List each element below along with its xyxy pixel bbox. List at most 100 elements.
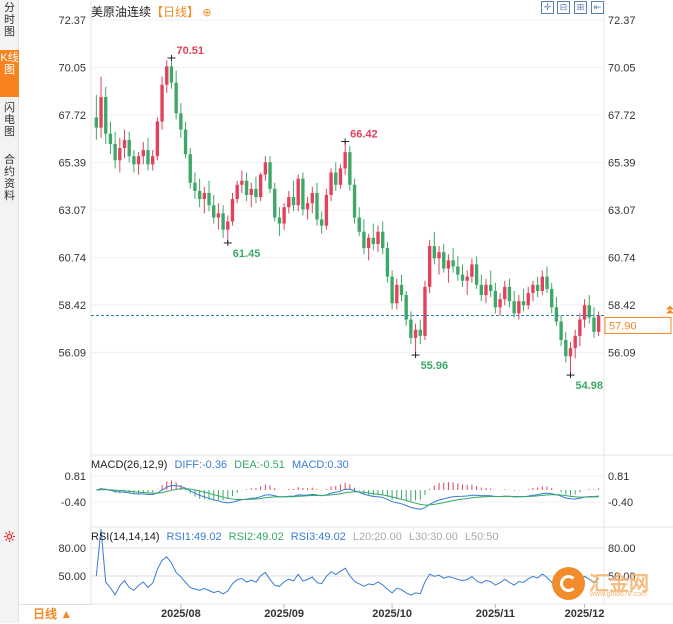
settings-gear-icon[interactable]: [4, 531, 15, 542]
candle-body: [315, 192, 319, 220]
rsi-l20: L20:20.00: [352, 531, 402, 543]
candle-body: [503, 286, 507, 300]
candle-body: [160, 84, 164, 122]
rsi-tick-left: 50.00: [58, 571, 86, 583]
price-tick-left: 63.07: [58, 205, 86, 217]
candle-body: [427, 246, 432, 287]
tab-contract-info[interactable]: 合约资料: [4, 154, 15, 202]
candle-body: [226, 221, 230, 230]
candle-body: [240, 180, 244, 185]
candle-body: [338, 168, 343, 185]
candle-body: [512, 301, 516, 314]
add-symbol-icon[interactable]: ⊕: [202, 7, 212, 19]
back-icon[interactable]: ⇤: [591, 1, 604, 14]
candle-body: [348, 152, 352, 185]
rsi-label: RSI(14,14,14): [91, 531, 160, 543]
candle-body: [568, 348, 573, 357]
candle-body: [484, 284, 488, 296]
candle-body: [258, 174, 263, 198]
candle-body: [409, 319, 413, 338]
candle-body: [488, 284, 493, 291]
rsi1-value: RSI1:49.02: [166, 531, 222, 543]
candle-body: [395, 284, 399, 304]
candle-body: [254, 188, 258, 198]
candle-body: [118, 148, 122, 161]
time-label: 2025/12: [565, 608, 605, 620]
price-tick-right: 67.72: [608, 110, 636, 122]
instrument-name: 美原油连续: [91, 5, 152, 19]
fit-screen-icon[interactable]: ✛: [541, 1, 554, 14]
candle-body: [366, 237, 371, 249]
candle-body: [230, 199, 235, 222]
candle-body: [244, 180, 249, 195]
price-tick-left: 56.09: [58, 347, 86, 359]
candle-body: [545, 276, 549, 289]
candle-body: [310, 192, 314, 204]
candle-body: [357, 217, 361, 232]
watermark-circle-icon: [552, 567, 585, 600]
candle-body: [305, 203, 310, 210]
price-arrow-icon: [666, 305, 673, 314]
candle-body: [301, 178, 305, 210]
candle-body: [479, 284, 483, 296]
price-tick-right: 60.74: [608, 252, 636, 264]
rsi-line: [95, 529, 600, 596]
candle-body: [592, 317, 596, 332]
candle-body: [94, 117, 99, 128]
time-label: 2025/08: [161, 608, 201, 620]
candle-body: [550, 288, 554, 308]
macd-tick-left: -0.40: [61, 497, 86, 509]
candle-body: [587, 305, 591, 318]
candle-body: [287, 197, 291, 208]
tab-time-sharing[interactable]: 分时图: [4, 2, 15, 38]
candle-body: [559, 321, 563, 340]
candle-body: [329, 172, 333, 195]
candle-body: [498, 299, 502, 308]
candle-body: [451, 260, 455, 267]
macd-dea-line: [96, 488, 599, 506]
candle-body: [146, 150, 150, 165]
current-price-label: 57.90: [609, 320, 637, 332]
price-tick-left: 70.05: [58, 62, 86, 74]
candle-body: [540, 276, 545, 291]
candle-body: [108, 133, 113, 144]
candle-body: [207, 192, 211, 206]
candle-body: [381, 231, 385, 249]
candle-body: [371, 237, 376, 244]
price-tick-left: 67.72: [58, 110, 86, 122]
candle-body: [334, 172, 338, 185]
candle-body: [235, 184, 239, 200]
zoom-out-icon[interactable]: ⊟: [557, 1, 570, 14]
zoom-in-icon[interactable]: ⊞: [574, 1, 587, 14]
macd-tick-left: 0.81: [65, 471, 86, 483]
tab-flash-chart[interactable]: 闪电图: [4, 102, 15, 138]
candle-body: [132, 156, 136, 165]
rsi-l50: L50:50: [464, 531, 499, 543]
candle-body: [596, 315, 601, 332]
tab-kline[interactable]: K线图: [0, 50, 19, 97]
watermark-url: www.gold678.com: [590, 591, 647, 598]
price-tick-right: 72.37: [608, 15, 636, 27]
candle-body: [273, 188, 277, 218]
candle-body: [442, 252, 446, 269]
candle-body: [282, 207, 286, 224]
candle-body: [193, 182, 197, 191]
candle-body: [413, 329, 418, 338]
candle-body: [385, 248, 390, 277]
extreme-label: 55.96: [421, 360, 449, 372]
candle-body: [319, 219, 324, 226]
candle-body: [296, 178, 300, 206]
candle-body: [216, 213, 221, 218]
rsi-tick-left: 80.00: [58, 543, 86, 555]
period-selector-button[interactable]: 日线 ▲: [19, 604, 91, 623]
chart-title: 美原油连续【日线】 ⊕: [91, 3, 212, 20]
candle-body: [470, 264, 474, 277]
candle-body: [507, 286, 512, 302]
candle-body: [493, 290, 498, 308]
candle-body: [221, 213, 225, 230]
rsi2-value: RSI2:49.02: [228, 531, 284, 543]
macd-value: MACD:0.30: [291, 459, 349, 471]
candle-body: [517, 301, 521, 314]
rsi-l30: L30:30.00: [408, 531, 458, 543]
